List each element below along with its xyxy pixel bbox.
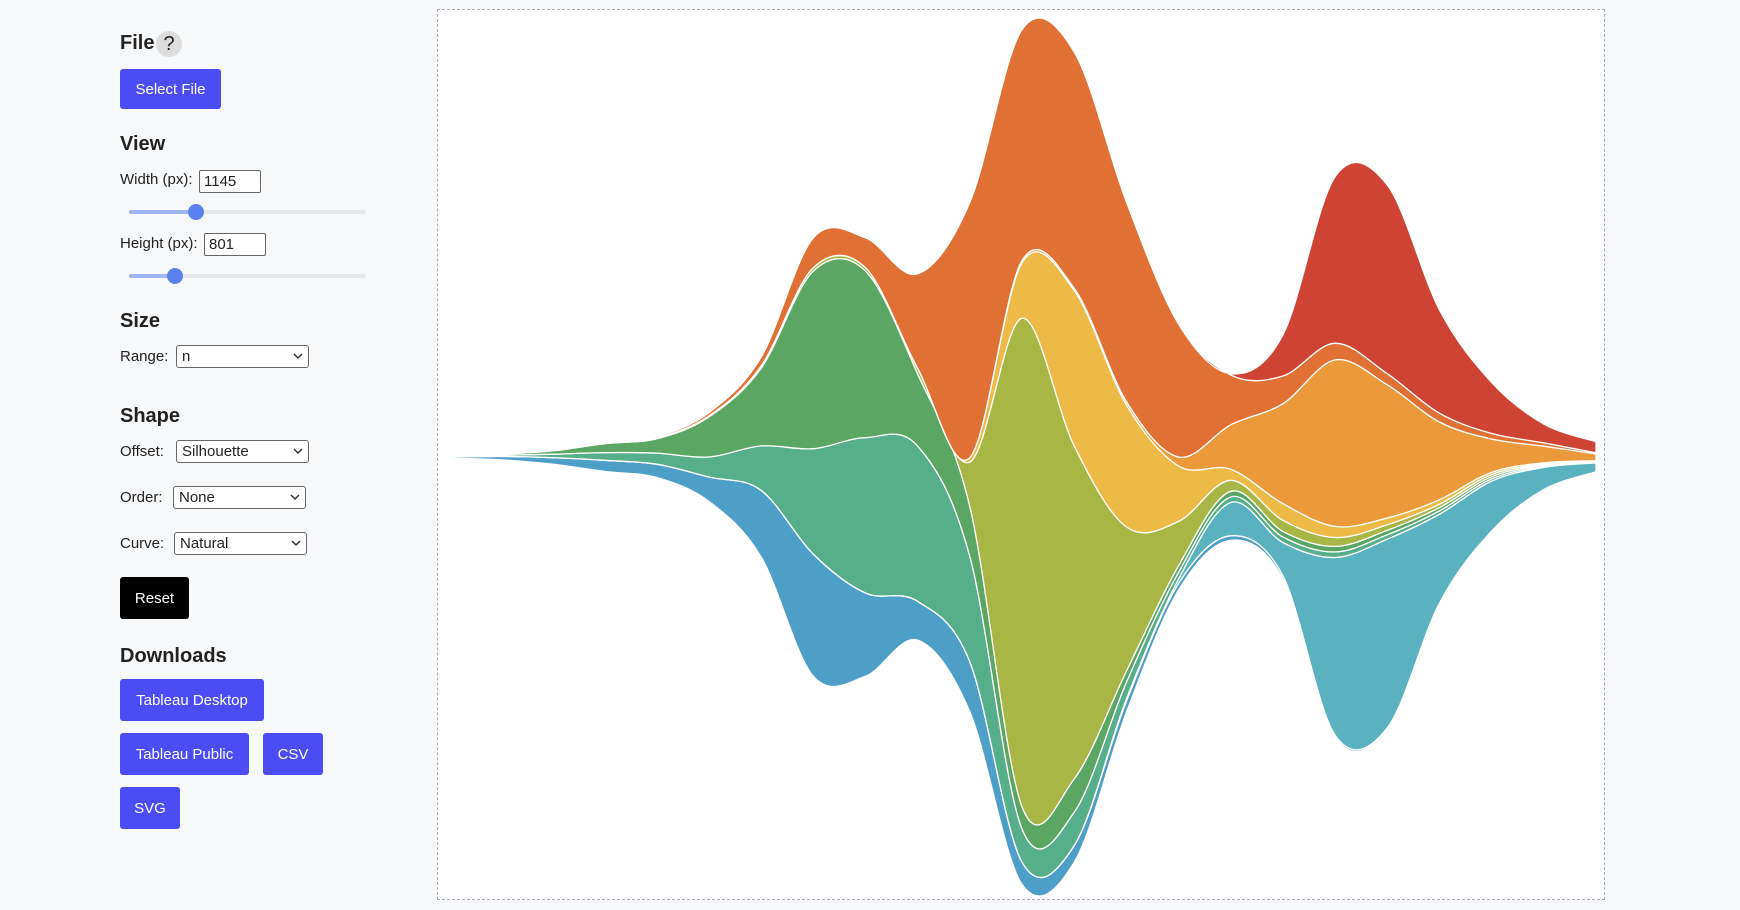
chevron	[293, 448, 303, 455]
height-slider-thumb[interactable]	[167, 268, 183, 284]
curve-select[interactable]: Natural	[174, 532, 307, 555]
chevron	[293, 353, 303, 360]
height-input[interactable]: 801	[204, 233, 266, 256]
range-select[interactable]: n	[176, 345, 309, 368]
stream-layer	[447, 17, 1597, 457]
select-file-button[interactable]: Select File	[120, 69, 221, 109]
width-slider-fill	[129, 210, 196, 214]
width-input[interactable]: 1145	[199, 170, 261, 193]
reset-button[interactable]: Reset	[120, 577, 189, 619]
download-button[interactable]: SVG	[120, 787, 180, 829]
order-value: None	[179, 489, 215, 506]
range-label: Range:	[120, 348, 169, 365]
width-slider[interactable]	[129, 210, 366, 214]
streamgraph	[447, 17, 1597, 897]
width-label: Width (px):	[120, 171, 193, 188]
height-label: Height (px):	[120, 235, 198, 252]
downloads-heading: Downloads	[120, 645, 227, 667]
chart-frame	[437, 9, 1605, 900]
curve-label: Curve:	[120, 535, 165, 552]
file-heading: File	[120, 32, 155, 54]
chevron	[290, 494, 300, 501]
offset-select[interactable]: Silhouette	[176, 440, 309, 463]
download-button[interactable]: Tableau Desktop	[120, 679, 264, 721]
download-button[interactable]: Tableau Public	[120, 733, 249, 775]
view-heading: View	[120, 133, 166, 155]
range-value: n	[182, 348, 191, 365]
width-slider-thumb[interactable]	[188, 204, 204, 220]
offset-label: Offset:	[120, 443, 164, 460]
size-heading: Size	[120, 310, 161, 332]
shape-heading: Shape	[120, 405, 181, 427]
help-icon[interactable]: ?	[156, 31, 182, 57]
order-label: Order:	[120, 489, 163, 506]
download-button[interactable]: CSV	[263, 733, 323, 775]
order-select[interactable]: None	[173, 486, 306, 509]
offset-value: Silhouette	[182, 443, 249, 460]
height-slider[interactable]	[129, 274, 366, 278]
curve-value: Natural	[180, 535, 229, 552]
chevron	[291, 540, 301, 547]
height-slider-fill	[129, 274, 175, 278]
